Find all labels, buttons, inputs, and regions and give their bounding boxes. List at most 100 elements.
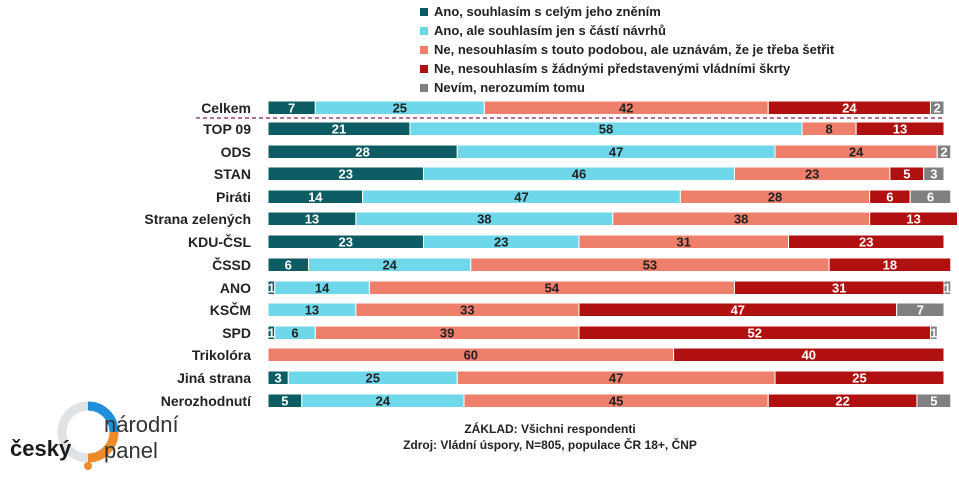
- bar-segment: [929, 100, 945, 115]
- bar-value-label: 24: [382, 257, 397, 272]
- legend-swatch: [420, 26, 428, 35]
- bar-value-label: 2: [940, 144, 947, 159]
- bar-value-label: 25: [393, 100, 407, 115]
- bar-value-label: 8: [825, 121, 832, 136]
- bar-value-label: 38: [477, 211, 491, 226]
- bar-value-label: 53: [643, 257, 657, 272]
- legend-label: Ano, souhlasím s celým jeho zněním: [434, 4, 661, 19]
- legend-label: Ne, nesouhlasím s touto podobou, ale uzn…: [434, 42, 835, 57]
- bar-value-label: 47: [514, 189, 528, 204]
- bar-segment: [943, 280, 952, 295]
- bar-value-label: 33: [460, 302, 474, 317]
- legend-swatch: [420, 45, 428, 54]
- bar-segment: [909, 189, 952, 204]
- bar-value-label: 23: [339, 234, 353, 249]
- category-label: Strana zelených: [144, 211, 251, 227]
- category-label: Piráti: [216, 189, 251, 205]
- bar-value-label: 23: [494, 234, 508, 249]
- bar-value-label: 13: [906, 211, 920, 226]
- bar-value-label: 5: [903, 166, 910, 181]
- bar-value-label: 23: [859, 234, 873, 249]
- bar-value-label: 28: [768, 189, 782, 204]
- bar-value-label: 52: [747, 325, 761, 340]
- category-label: ODS: [221, 144, 251, 160]
- bar-value-label: 23: [805, 166, 819, 181]
- bar-segment: [774, 370, 945, 385]
- bar-segment: [673, 347, 945, 362]
- bar-value-label: 6: [927, 189, 934, 204]
- category-label: Nerozhodnutí: [161, 393, 252, 409]
- legend: Ano, souhlasím s celým jeho zněním Ano, a…: [420, 2, 834, 97]
- legend-label: Ano, ale souhlasím jen s částí návrhů: [434, 23, 666, 38]
- category-label: ANO: [220, 280, 251, 296]
- footer-source: Zdroj: Vládní úspory, N=805, populace ČR…: [403, 438, 697, 452]
- bar-value-label: 1: [944, 280, 951, 295]
- bar-value-label: 13: [893, 121, 907, 136]
- bar-value-label: 1: [268, 325, 275, 340]
- category-label: ČSSD: [212, 256, 251, 273]
- category-label: Trikolóra: [192, 347, 251, 363]
- logo-word-narodni: národní: [104, 412, 179, 437]
- bar-value-label: 3: [275, 370, 282, 385]
- bar-value-label: 5: [930, 393, 937, 408]
- footer-base: ZÁKLAD: Všichni respondenti: [464, 422, 636, 436]
- category-label: Jiná strana: [177, 370, 251, 386]
- logo-mark-icon: [57, 401, 119, 470]
- bar-value-label: 7: [917, 302, 924, 317]
- cesky-narodni-panel-logo: český národní panel: [8, 400, 208, 475]
- bar-value-label: 6: [285, 257, 292, 272]
- bar-value-label: 22: [835, 393, 849, 408]
- legend-item: Ne, nesouhlasím s žádnými představenými …: [420, 59, 834, 78]
- legend-swatch: [420, 7, 428, 16]
- bar-value-label: 13: [305, 211, 319, 226]
- legend-item: Ano, souhlasím s celým jeho zněním: [420, 2, 834, 21]
- bar-segment: [923, 166, 945, 181]
- bar-value-label: 21: [332, 121, 346, 136]
- bar-value-label: 46: [572, 166, 586, 181]
- logo-word-panel: panel: [104, 438, 158, 463]
- bar-value-label: 2: [934, 100, 941, 115]
- legend-label: Ne, nesouhlasím s žádnými představenými …: [434, 61, 791, 76]
- bar-value-label: 14: [315, 280, 330, 295]
- legend-item: Ne, nesouhlasím s touto podobou, ale uzn…: [420, 40, 834, 59]
- category-label: STAN: [214, 166, 251, 182]
- bar-segment: [896, 302, 945, 317]
- bar-value-label: 3: [930, 166, 937, 181]
- legend-item: Nevím, nerozumím tomu: [420, 78, 834, 97]
- legend-swatch: [420, 64, 428, 73]
- bar-value-label: 47: [609, 370, 623, 385]
- bar-value-label: 47: [731, 302, 745, 317]
- bar-value-label: 18: [883, 257, 897, 272]
- bar-value-label: 28: [355, 144, 369, 159]
- bar-value-label: 6: [291, 325, 298, 340]
- bar-value-label: 25: [852, 370, 866, 385]
- bar-segment: [788, 234, 945, 249]
- footer: ZÁKLAD: Všichni respondenti Zdroj: Vládn…: [400, 421, 700, 453]
- bar-value-label: 24: [849, 144, 864, 159]
- category-label: KDU-ČSL: [188, 233, 251, 250]
- bar-value-label: 6: [886, 189, 893, 204]
- bar-value-label: 7: [288, 100, 295, 115]
- category-label: KSČM: [210, 301, 251, 318]
- category-label: SPD: [222, 325, 251, 341]
- bar-value-label: 25: [366, 370, 380, 385]
- bar-value-label: 23: [339, 166, 353, 181]
- legend-item: Ano, ale souhlasím jen s částí návrhů: [420, 21, 834, 40]
- bar-value-label: 40: [802, 347, 816, 362]
- bar-value-label: 14: [308, 189, 323, 204]
- bar-value-label: 1: [268, 280, 275, 295]
- bar-value-label: 24: [842, 100, 857, 115]
- legend-swatch: [420, 83, 428, 92]
- category-label: TOP 09: [203, 121, 251, 137]
- bar-value-label: 1: [930, 325, 937, 340]
- bar-value-label: 54: [545, 280, 560, 295]
- logo-word-cesky: český: [10, 436, 72, 461]
- bar-segment: [929, 325, 938, 340]
- bar-segment: [855, 121, 945, 136]
- bar-segment: [916, 393, 952, 408]
- bar-segment: [869, 211, 959, 226]
- bar-value-label: 5: [281, 393, 288, 408]
- bar-segment: [828, 257, 952, 272]
- bar-value-label: 58: [599, 121, 613, 136]
